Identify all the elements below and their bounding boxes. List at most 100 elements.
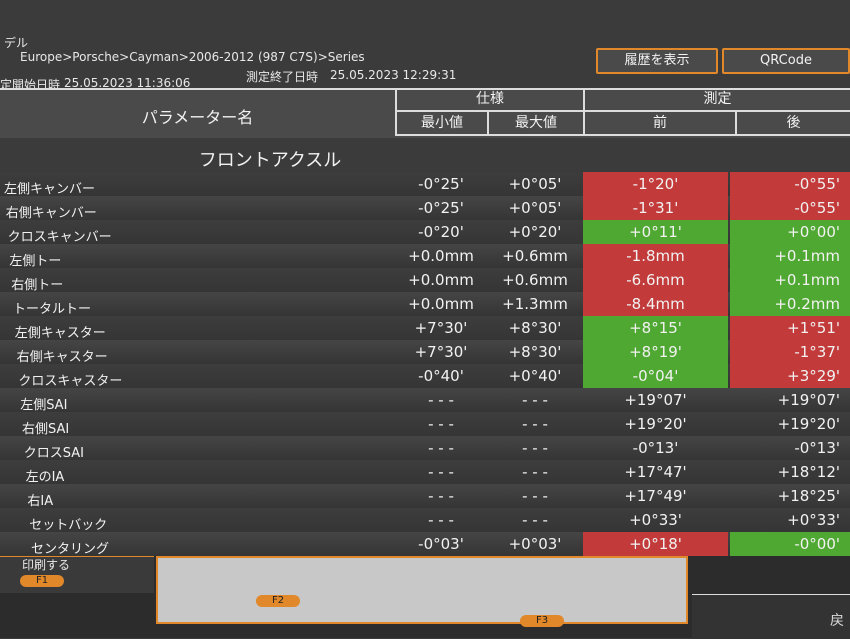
- max-value: - - -: [522, 487, 548, 505]
- front-value: +19°20': [624, 415, 687, 433]
- max-value: +1.3mm: [502, 295, 568, 313]
- min-value: - - -: [428, 463, 454, 481]
- back-label: 戻: [830, 613, 844, 629]
- min-value: +7°30': [414, 319, 468, 337]
- history-button[interactable]: 履歴を表示: [596, 48, 718, 74]
- min-value: - - -: [428, 415, 454, 433]
- rear-value: +3°29': [730, 364, 850, 388]
- param-label: 右IA: [27, 494, 54, 509]
- breadcrumb: Europe>Porsche>Cayman>2006-2012 (987 C7S…: [20, 50, 365, 64]
- table-row: センタリング -0°03' +0°03' +0°18' -0°00': [0, 532, 850, 557]
- param-label: 右側キャスター: [16, 350, 108, 365]
- min-value: -0°20': [418, 223, 464, 241]
- table-row: 右側キャスター +7°30' +8°30' +8°19' -1°37': [0, 340, 850, 365]
- front-value: +17°47': [624, 463, 687, 481]
- model-label: デル: [4, 36, 29, 50]
- rear-value: -0°55': [730, 196, 850, 220]
- table-row: セットバック - - - - - - +0°33' +0°33': [0, 508, 850, 533]
- front-value: -1°31': [583, 196, 728, 220]
- table-row: 右側SAI - - - - - - +19°20' +19°20': [0, 412, 850, 437]
- section-title: フロントアクスル: [198, 150, 342, 171]
- rear-value: +18°25': [777, 487, 840, 505]
- table-row: 左のIA - - - - - - +17°47' +18°12': [0, 460, 850, 485]
- max-value: +8°30': [508, 319, 562, 337]
- f3-key[interactable]: F3: [520, 615, 564, 627]
- front-value: -1.8mm: [583, 244, 728, 268]
- param-label: クロスSAI: [23, 446, 85, 461]
- rear-value: +1°51': [730, 316, 850, 340]
- end-time: 25.05.2023 12:29:31: [330, 68, 457, 82]
- min-value: +7°30': [414, 343, 468, 361]
- front-value: -1°20': [583, 172, 728, 196]
- max-value: - - -: [522, 391, 548, 409]
- min-value: - - -: [428, 511, 454, 529]
- table-row: 右IA - - - - - - +17°49' +18°25': [0, 484, 850, 509]
- param-label: 左側キャスター: [14, 326, 106, 341]
- max-value: - - -: [522, 463, 548, 481]
- front-value: +8°15': [583, 316, 728, 340]
- min-value: +0.0mm: [408, 247, 474, 265]
- table-header: [0, 88, 850, 138]
- table-row: クロスキャスター -0°40' +0°40' -0°04' +3°29': [0, 364, 850, 389]
- front-value: +0°18': [583, 532, 728, 556]
- min-value: - - -: [428, 487, 454, 505]
- min-value: +0.0mm: [408, 271, 474, 289]
- rear-value: +18°12': [777, 463, 840, 481]
- start-time: 25.05.2023 11:36:06: [64, 76, 191, 90]
- max-value: +0.6mm: [502, 247, 568, 265]
- table-row: 左側キャスター +7°30' +8°30' +8°15' +1°51': [0, 316, 850, 341]
- front-value: +0°11': [583, 220, 728, 244]
- rear-value: +0.1mm: [730, 244, 850, 268]
- front-value: +8°19': [583, 340, 728, 364]
- max-value: - - -: [522, 439, 548, 457]
- measure-header: 測定: [583, 88, 850, 112]
- max-value: +0°05': [508, 199, 562, 217]
- min-header: 最小値: [395, 112, 487, 136]
- param-label: 右側トー: [11, 278, 64, 293]
- back-button[interactable]: [692, 594, 850, 639]
- front-header: 前: [583, 112, 735, 136]
- table-row: クロスキャンバー -0°20' +0°20' +0°11' +0°00': [0, 220, 850, 245]
- param-label: 右側SAI: [22, 422, 70, 437]
- rear-value: +0°33': [787, 511, 840, 529]
- min-value: - - -: [428, 391, 454, 409]
- rear-value: -0°13': [794, 439, 840, 457]
- rear-value: -1°37': [730, 340, 850, 364]
- max-value: +8°30': [508, 343, 562, 361]
- max-value: +0.6mm: [502, 271, 568, 289]
- min-value: -0°03': [418, 535, 464, 553]
- rear-value: +0°00': [730, 220, 850, 244]
- max-value: +0°20': [508, 223, 562, 241]
- front-value: -0°13': [632, 439, 679, 457]
- min-value: -0°25': [418, 199, 464, 217]
- rear-value: +19°20': [777, 415, 840, 433]
- param-label: センタリング: [31, 542, 110, 557]
- max-value: +0°03': [508, 535, 562, 553]
- table-row: 右側キャンバー -0°25' +0°05' -1°31' -0°55': [0, 196, 850, 221]
- table-row: クロスSAI - - - - - - -0°13' -0°13': [0, 436, 850, 461]
- end-label: 測定終了日時: [246, 70, 319, 84]
- f1-key[interactable]: F1: [20, 575, 64, 587]
- param-label: セットバック: [29, 518, 108, 533]
- param-label: 左のIA: [25, 470, 65, 485]
- rear-value: +0.2mm: [730, 292, 850, 316]
- max-value: +0°05': [508, 175, 562, 193]
- table-row: 左側トー +0.0mm +0.6mm -1.8mm +0.1mm: [0, 244, 850, 269]
- qrcode-button[interactable]: QRCode: [722, 48, 850, 74]
- param-header: パラメーター名: [141, 108, 254, 127]
- param-label: 左側キャンバー: [4, 182, 96, 197]
- rear-value: +0.1mm: [730, 268, 850, 292]
- min-value: -0°25': [418, 175, 464, 193]
- param-label: 左側SAI: [20, 398, 68, 413]
- front-value: -8.4mm: [583, 292, 728, 316]
- rear-value: +19°07': [777, 391, 840, 409]
- table-row: トータルトー +0.0mm +1.3mm -8.4mm +0.2mm: [0, 292, 850, 317]
- print-label: 印刷する: [22, 558, 71, 572]
- min-value: - - -: [428, 439, 454, 457]
- f2-key[interactable]: F2: [256, 595, 300, 607]
- front-value: +17°49': [624, 487, 687, 505]
- front-value: +19°07': [624, 391, 687, 409]
- spec-header: 仕様: [395, 88, 583, 112]
- min-value: -0°40': [418, 367, 464, 385]
